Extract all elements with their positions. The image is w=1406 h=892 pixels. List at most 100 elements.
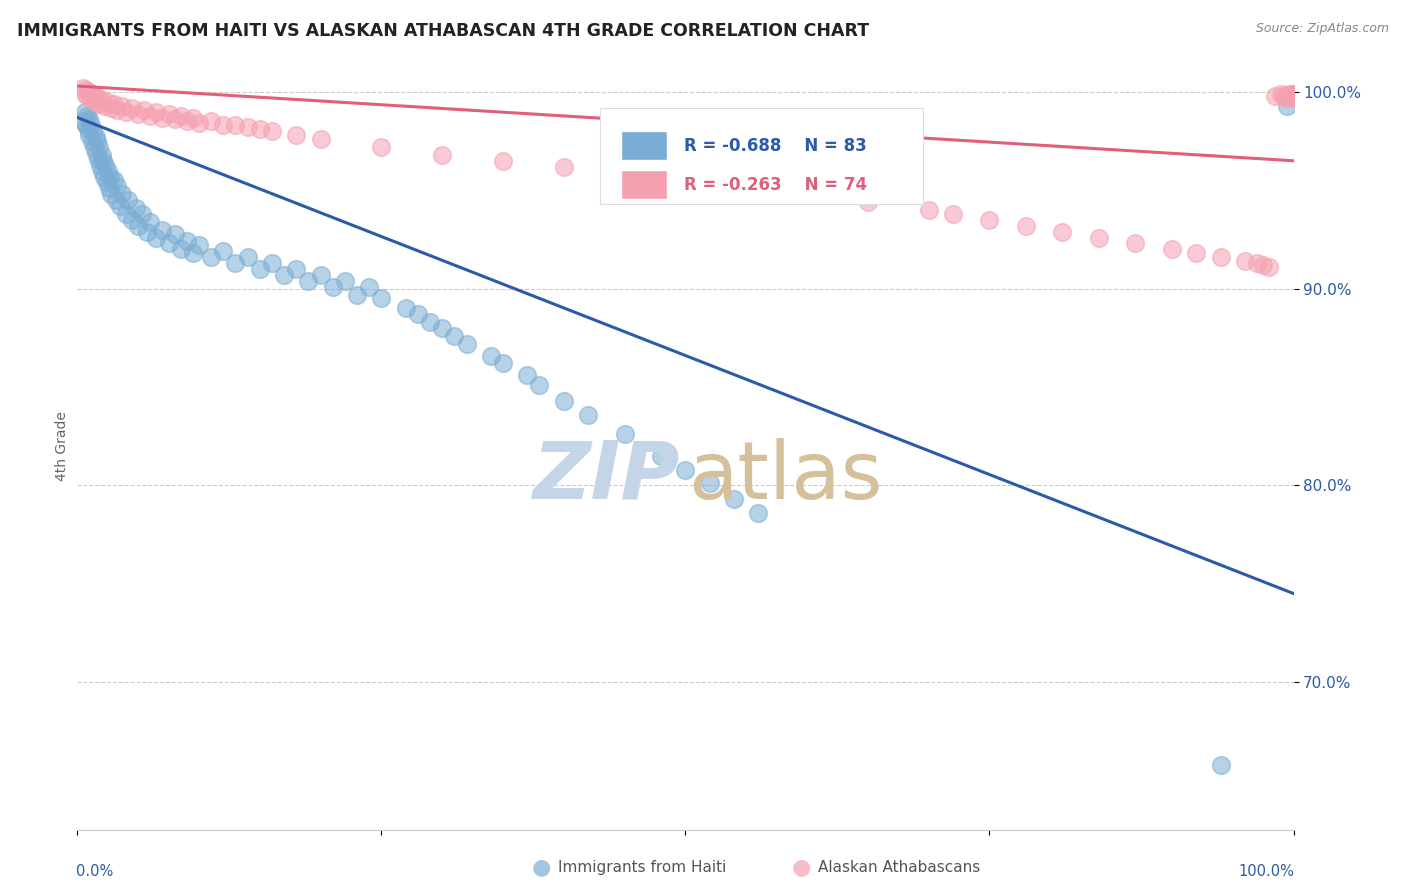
Point (134, 103, 156, 117)
Point (97, 163, 120, 178)
Point (82, 93, 104, 107)
Point (1277, 99, 1299, 113)
Point (176, 235, 198, 249)
Point (152, 111, 174, 125)
Point (1015, 219, 1038, 233)
Point (260, 256, 283, 270)
Point (83, 140, 105, 154)
Point (200, 114, 222, 128)
Point (1088, 230, 1111, 244)
Point (127, 106, 149, 120)
Point (73, 104, 96, 119)
Point (249, 122, 271, 136)
Point (1282, 88, 1305, 103)
Text: IMMIGRANTS FROM HAITI VS ALASKAN ATHABASCAN 4TH GRADE CORRELATION CHART: IMMIGRANTS FROM HAITI VS ALASKAN ATHABAS… (17, 22, 869, 40)
Point (90, 163, 112, 178)
Point (163, 227, 186, 241)
Point (699, 476, 721, 491)
Point (1185, 246, 1208, 260)
Point (1278, 87, 1301, 101)
Point (359, 279, 381, 293)
Point (79, 128, 101, 143)
Point (127, 219, 149, 233)
Point (1233, 254, 1256, 268)
Point (1125, 236, 1147, 251)
Point (100, 101, 122, 115)
Point (84, 88, 107, 103)
Point (613, 427, 636, 442)
Point (212, 119, 235, 133)
Point (181, 246, 204, 260)
Point (285, 262, 308, 277)
Point (796, 187, 818, 202)
Point (152, 222, 174, 236)
Point (121, 212, 143, 227)
Point (370, 140, 392, 154)
Point (157, 106, 180, 120)
Point (747, 506, 769, 520)
Point (125, 201, 148, 215)
Point (90, 93, 112, 107)
Point (1282, 87, 1305, 101)
Point (80, 87, 103, 101)
Point (576, 408, 599, 422)
Point (492, 153, 515, 168)
Point (72, 81, 94, 95)
Point (103, 96, 125, 111)
Point (553, 160, 575, 174)
FancyBboxPatch shape (621, 170, 668, 199)
Point (675, 462, 697, 476)
Text: ●: ● (531, 857, 551, 877)
Text: R = -0.263    N = 74: R = -0.263 N = 74 (685, 176, 868, 194)
Point (236, 250, 259, 264)
Point (82, 124, 104, 138)
Point (103, 173, 125, 187)
Point (100, 187, 122, 202)
Point (1209, 250, 1232, 264)
Point (273, 268, 295, 282)
Point (121, 101, 143, 115)
Point (443, 329, 465, 343)
Point (200, 250, 222, 264)
Point (176, 114, 198, 128)
FancyBboxPatch shape (621, 131, 668, 161)
Point (96, 176, 118, 190)
Point (1251, 258, 1274, 272)
Point (75, 119, 97, 133)
Text: ZIP: ZIP (531, 438, 679, 516)
Point (97, 181, 120, 195)
Point (735, 181, 758, 195)
Point (370, 292, 392, 306)
Point (91, 153, 114, 168)
Point (76, 88, 98, 103)
Point (111, 187, 134, 202)
Point (1052, 225, 1074, 239)
Point (86, 95, 108, 109)
Point (157, 236, 180, 251)
Point (84, 145, 107, 160)
Point (918, 202, 941, 217)
Text: ●: ● (792, 857, 811, 877)
Point (249, 262, 271, 277)
Text: Alaskan Athabascans: Alaskan Athabascans (818, 860, 980, 874)
Point (170, 109, 193, 123)
Point (115, 104, 138, 119)
Point (107, 103, 129, 117)
Point (80, 91, 103, 105)
Point (84, 130, 107, 145)
Point (346, 287, 368, 301)
Point (942, 207, 965, 221)
Point (430, 321, 453, 335)
Point (1264, 88, 1286, 103)
Point (553, 393, 575, 408)
Text: Source: ZipAtlas.com: Source: ZipAtlas.com (1256, 22, 1389, 36)
Point (1270, 87, 1292, 101)
Point (979, 212, 1001, 227)
Point (135, 225, 157, 239)
Point (72, 114, 94, 128)
Point (139, 109, 162, 123)
Point (139, 215, 162, 229)
Point (89, 96, 111, 111)
Y-axis label: 4th Grade: 4th Grade (55, 411, 69, 481)
Point (1246, 256, 1268, 270)
